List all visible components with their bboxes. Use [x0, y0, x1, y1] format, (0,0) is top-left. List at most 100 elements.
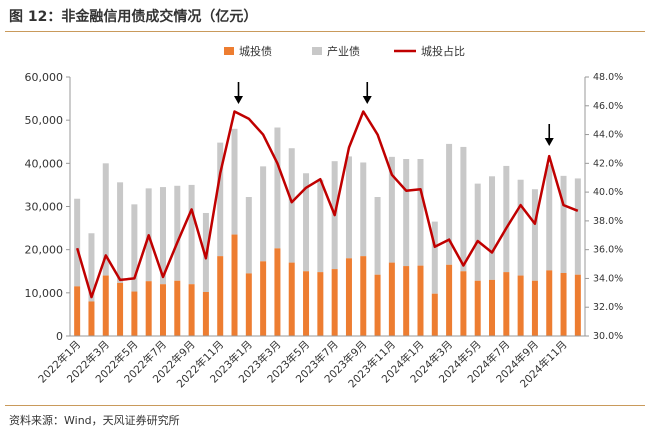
bar-city: [131, 291, 138, 336]
bar-industry: [159, 187, 166, 285]
bar-city: [274, 248, 281, 336]
right-axis-tick-label: 46.0%: [593, 101, 623, 112]
bar-city: [217, 256, 224, 336]
bar-industry: [388, 156, 395, 263]
bar-industry: [403, 159, 410, 267]
right-axis-tick-label: 48.0%: [593, 72, 623, 83]
legend-swatch-industry: [312, 47, 322, 55]
right-axis-tick-label: 38.0%: [593, 216, 623, 227]
bar-industry: [574, 178, 581, 275]
right-axis-tick-label: 30.0%: [593, 331, 623, 342]
bar-city: [188, 284, 195, 336]
bar-city: [446, 264, 453, 336]
source-note: 资料来源：Wind，天风证券研究所: [9, 414, 180, 427]
bar-city: [331, 269, 338, 336]
bar-industry: [217, 142, 224, 257]
ratio-line: [76, 110, 579, 299]
bar-city: [388, 262, 395, 336]
bar-industry: [274, 127, 281, 249]
bar-city: [317, 272, 324, 336]
bar-industry: [360, 162, 367, 257]
bar-city: [260, 261, 267, 336]
bar-city: [431, 293, 438, 336]
bar-city: [174, 280, 181, 336]
bar-industry: [231, 128, 238, 235]
bar-city: [503, 272, 510, 336]
bar-industry: [374, 197, 381, 275]
bar-industry: [303, 173, 310, 272]
bar-industry: [474, 183, 481, 281]
legend-label-ratio: 城投占比: [421, 44, 465, 58]
bar-industry: [131, 204, 138, 292]
bar-industry: [174, 185, 181, 281]
bar-industry: [88, 233, 95, 302]
annotation-arrow-head: [234, 96, 244, 104]
left-axis-tick-label: 40,000: [25, 157, 64, 170]
bar-city: [403, 266, 410, 336]
bar-city: [574, 274, 581, 336]
left-axis-tick-label: 60,000: [25, 71, 64, 84]
bottom-rule: [5, 405, 645, 406]
bar-city: [159, 284, 166, 336]
bar-city: [145, 281, 152, 336]
left-axis-tick-label: 20,000: [25, 244, 64, 257]
legend-label-industry: 产业债: [327, 44, 360, 58]
right-axis-tick-label: 36.0%: [593, 245, 623, 256]
bar-city: [231, 234, 238, 336]
legend-swatch-city: [224, 47, 234, 55]
right-axis-tick-label: 40.0%: [593, 187, 623, 198]
bar-city: [202, 291, 209, 336]
left-axis-tick-label: 50,000: [25, 114, 64, 127]
bar-industry: [345, 156, 352, 259]
bar-city: [374, 274, 381, 336]
top-rule: [5, 31, 645, 32]
bar-city: [489, 279, 496, 336]
bar-city: [117, 282, 124, 336]
bar-industry: [317, 179, 324, 273]
bar-industry: [546, 164, 553, 271]
bar-industry: [245, 197, 252, 274]
bar-city: [531, 280, 538, 336]
bar-city: [517, 275, 524, 336]
bar-industry: [489, 176, 496, 280]
bar-industry: [431, 221, 438, 294]
bar-city: [102, 275, 109, 336]
bar-city: [288, 262, 295, 336]
bar-city: [74, 286, 81, 336]
bar-industry: [102, 163, 109, 276]
bar-city: [460, 271, 467, 336]
annotation-arrow-head: [544, 138, 554, 146]
bar-city: [345, 258, 352, 336]
bar-industry: [503, 165, 510, 273]
legend-label-city: 城投债: [239, 44, 272, 58]
bar-industry: [446, 143, 453, 265]
bar-industry: [460, 146, 467, 272]
bar-city: [245, 273, 252, 336]
bar-city: [303, 271, 310, 336]
bar-industry: [531, 189, 538, 281]
left-axis-tick-label: 30,000: [25, 201, 64, 214]
bar-city: [474, 280, 481, 336]
figure-title: 图 12：非金融信用债成交情况（亿元）: [9, 9, 258, 25]
right-axis-tick-label: 32.0%: [593, 302, 623, 313]
bar-city: [560, 272, 567, 336]
bar-industry: [288, 148, 295, 263]
bar-city: [88, 301, 95, 336]
bar-city: [360, 256, 367, 336]
chart-canvas: 0 10,000 20,000 30,000 40,000 50,000 60,000 30.…: [25, 44, 624, 390]
bar-industry: [560, 175, 567, 273]
bar-industry: [74, 198, 81, 287]
left-axis-tick-label: 10,000: [25, 287, 64, 300]
bar-industry: [117, 182, 124, 283]
bar-industry: [417, 159, 424, 266]
bar-industry: [260, 166, 267, 262]
right-axis-tick-label: 34.0%: [593, 273, 623, 284]
bar-industry: [517, 179, 524, 276]
annotation-arrow-head: [362, 96, 372, 104]
bar-city: [417, 265, 424, 336]
bar-city: [546, 270, 553, 336]
left-axis-tick-label: 0: [56, 330, 63, 343]
right-axis-tick-label: 42.0%: [593, 158, 623, 169]
right-axis-tick-label: 44.0%: [593, 130, 623, 141]
